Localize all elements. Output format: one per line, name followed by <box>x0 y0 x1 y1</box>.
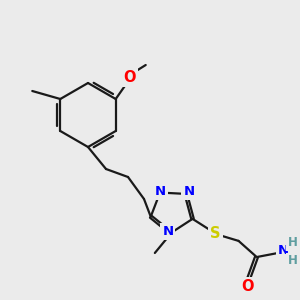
Text: N: N <box>183 185 194 198</box>
Text: N: N <box>162 226 173 238</box>
Text: H: H <box>288 236 298 249</box>
Text: O: O <box>124 70 136 85</box>
Text: O: O <box>241 279 254 294</box>
Text: N: N <box>154 185 166 198</box>
Text: H: H <box>288 254 298 267</box>
Text: N: N <box>278 244 289 257</box>
Text: S: S <box>210 226 221 242</box>
